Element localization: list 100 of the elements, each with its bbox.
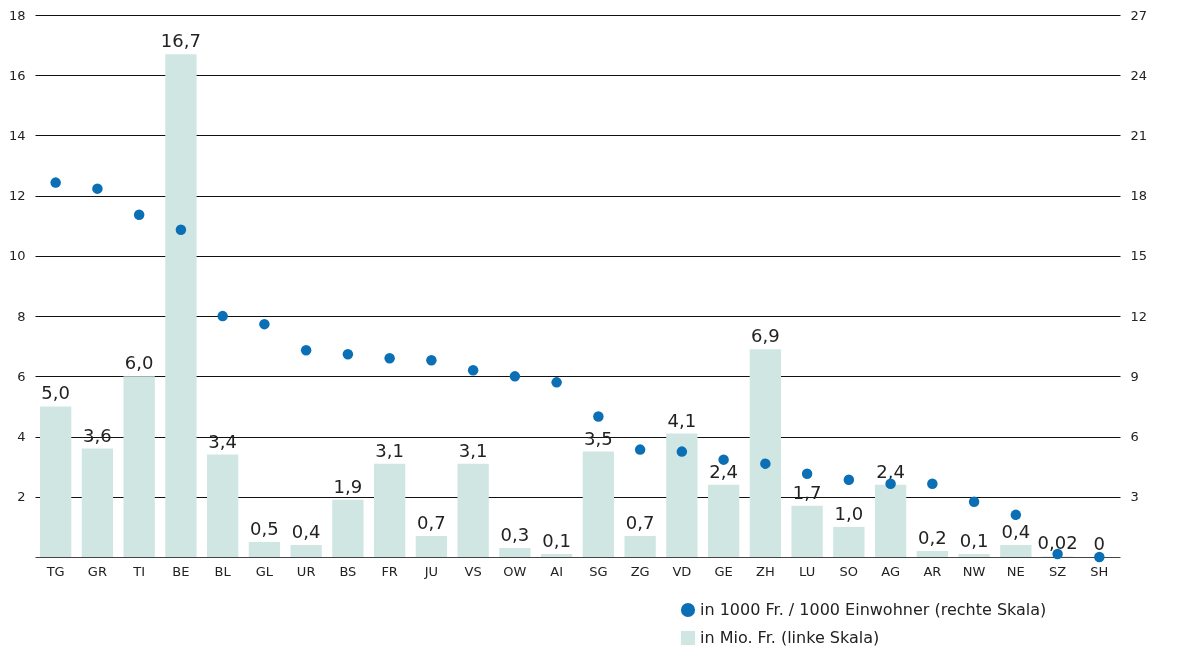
point [217,310,228,322]
y2-tick-label: 3 [1130,489,1139,505]
bar [207,454,239,557]
x-tick-label: LU [799,563,816,579]
point [718,454,729,465]
x-tick-label: NW [962,563,986,579]
x-tick-label: GE [714,563,733,579]
point [968,496,980,508]
bar [415,535,448,557]
x-tick-label: SO [839,563,859,579]
y-tick-label: 10 [8,248,26,264]
x-tick-label: SH [1090,563,1109,579]
y2-tick-label: 15 [1130,248,1148,264]
data-label: 3,1 [375,439,404,461]
data-label: 5,0 [41,382,70,404]
x-tick-label: FR [381,563,398,579]
x-tick-label: SZ [1049,563,1067,579]
y-tick-label: 2 [17,489,26,505]
x-tick-label: GR [87,563,107,579]
bar [457,463,489,557]
bar [833,526,865,557]
y-tick-label: 12 [8,188,26,204]
bar [666,433,698,557]
point [426,355,437,366]
bar [332,499,364,557]
point [885,478,896,489]
y-tick-label: 14 [8,127,26,143]
x-tick-label: BE [172,563,190,579]
x-tick-label: BL [214,563,232,579]
data-label: 0,5 [250,517,279,539]
point [927,478,938,489]
point [676,446,688,457]
data-label: 0,02 [1037,532,1078,554]
y2-tick-label: 18 [1130,188,1148,204]
x-tick-label: TG [45,563,65,579]
x-tick-label: BS [339,563,357,579]
point [634,444,646,455]
data-label: 3,1 [458,439,488,461]
bar [81,448,114,557]
point [92,183,103,194]
bar [916,550,948,557]
legend-label: in 1000 Fr. / 1000 Einwohner (rechte Skala) [700,600,1047,619]
x-tick-label: AR [923,563,942,579]
bar [749,349,782,557]
point [843,474,855,485]
data-label: 0,4 [1001,520,1031,542]
y2-tick-label: 6 [1130,429,1139,445]
bar [624,535,656,557]
point [1094,551,1105,563]
point [467,365,479,376]
y-tick-label: 16 [8,67,26,83]
point [259,318,270,330]
point [50,177,61,188]
data-label: 0,7 [417,511,446,533]
point [342,349,354,360]
x-tick-label: ZG [630,563,650,579]
bar [248,541,281,557]
y-tick-label: 18 [8,7,26,23]
data-label: 0,2 [918,526,947,548]
bar [958,553,990,557]
y2-tick-label: 12 [1130,308,1148,324]
y2-tick-label: 9 [1130,368,1139,384]
data-label: 6,9 [751,325,780,347]
data-label: 16,7 [160,30,201,52]
data-label: 0,3 [500,523,530,545]
data-label: 2,4 [709,460,738,482]
point [1010,509,1022,521]
y2-tick-label: 24 [1130,67,1148,83]
bar [707,484,740,557]
point [175,224,187,236]
bar [165,54,197,557]
x-tick-label: TI [132,563,146,579]
point [384,353,395,364]
x-tick-label: JU [423,563,439,579]
point [509,371,521,382]
bar [499,547,531,557]
y2-tick-label: 21 [1130,127,1148,143]
data-label: 2,4 [876,460,905,482]
x-tick-label: UR [296,563,316,579]
x-tick-label: OW [503,563,527,579]
bar [40,406,72,557]
x-tick-label: SG [589,563,608,579]
bar [290,544,322,557]
data-label: 1,0 [834,502,864,524]
bar [373,463,406,557]
point [801,468,813,479]
data-label: 6,0 [124,352,154,374]
x-tick-label: VS [464,563,482,579]
bar [540,553,573,557]
y2-tick-label: 27 [1130,7,1148,23]
x-tick-label: GL [255,563,274,579]
point [133,209,145,220]
y-tick-label: 6 [17,368,26,384]
data-label: 1,9 [333,475,363,497]
x-tick-label: NE [1006,563,1025,579]
point [760,458,771,469]
y-tick-label: 8 [17,308,26,324]
data-label: 0,1 [542,529,571,551]
x-tick-label: ZH [756,563,775,579]
legend-label: in Mio. Fr. (linke Skala) [700,628,880,647]
